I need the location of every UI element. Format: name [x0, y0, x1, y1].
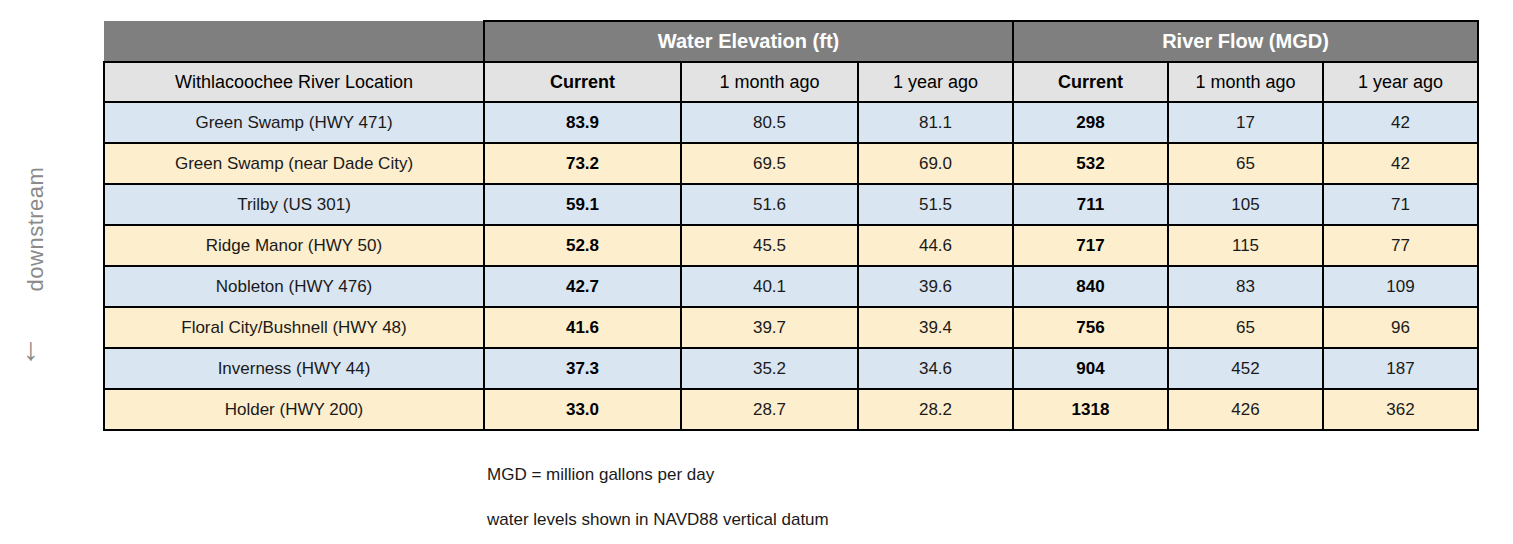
location-cell: Inverness (HWY 44): [104, 348, 484, 389]
value-cell: 298: [1013, 102, 1168, 143]
table-row: Inverness (HWY 44) 37.3 35.2 34.6 904 45…: [104, 348, 1478, 389]
value-cell: 109: [1323, 266, 1478, 307]
column-header-flow-current: Current: [1013, 62, 1168, 102]
column-header-elev-current: Current: [484, 62, 681, 102]
location-cell: Holder (HWY 200): [104, 389, 484, 430]
table-row: Floral City/Bushnell (HWY 48) 41.6 39.7 …: [104, 307, 1478, 348]
column-header-flow-1year: 1 year ago: [1323, 62, 1478, 102]
value-cell: 83: [1168, 266, 1323, 307]
value-cell: 840: [1013, 266, 1168, 307]
value-cell: 39.7: [681, 307, 858, 348]
value-cell: 532: [1013, 143, 1168, 184]
column-header-location: Withlacoochee River Location: [104, 62, 484, 102]
value-cell: 41.6: [484, 307, 681, 348]
value-cell: 42: [1323, 102, 1478, 143]
value-cell: 40.1: [681, 266, 858, 307]
value-cell: 1318: [1013, 389, 1168, 430]
value-cell: 45.5: [681, 225, 858, 266]
table-row: Green Swamp (HWY 471) 83.9 80.5 81.1 298…: [104, 102, 1478, 143]
value-cell: 39.6: [858, 266, 1013, 307]
table-row: Ridge Manor (HWY 50) 52.8 45.5 44.6 717 …: [104, 225, 1478, 266]
value-cell: 73.2: [484, 143, 681, 184]
column-header-elev-1year: 1 year ago: [858, 62, 1013, 102]
value-cell: 71: [1323, 184, 1478, 225]
value-cell: 115: [1168, 225, 1323, 266]
value-cell: 51.5: [858, 184, 1013, 225]
group-header-row: Water Elevation (ft) River Flow (MGD): [104, 21, 1478, 62]
value-cell: 44.6: [858, 225, 1013, 266]
value-cell: 426: [1168, 389, 1323, 430]
downstream-label-text: downstream: [23, 167, 49, 292]
value-cell: 59.1: [484, 184, 681, 225]
value-cell: 105: [1168, 184, 1323, 225]
value-cell: 28.7: [681, 389, 858, 430]
value-cell: 65: [1168, 307, 1323, 348]
value-cell: 34.6: [858, 348, 1013, 389]
page: downstream ↓ Water Elevation (ft) River …: [0, 0, 1513, 544]
value-cell: 96: [1323, 307, 1478, 348]
table-row: Green Swamp (near Dade City) 73.2 69.5 6…: [104, 143, 1478, 184]
footnote-navd88: water levels shown in NAVD88 vertical da…: [487, 510, 829, 530]
value-cell: 37.3: [484, 348, 681, 389]
value-cell: 83.9: [484, 102, 681, 143]
value-cell: 17: [1168, 102, 1323, 143]
footnotes: MGD = million gallons per day water leve…: [487, 465, 829, 544]
value-cell: 77: [1323, 225, 1478, 266]
value-cell: 69.0: [858, 143, 1013, 184]
value-cell: 52.8: [484, 225, 681, 266]
location-cell: Ridge Manor (HWY 50): [104, 225, 484, 266]
value-cell: 65: [1168, 143, 1323, 184]
group-header-river-flow: River Flow (MGD): [1013, 21, 1478, 62]
value-cell: 35.2: [681, 348, 858, 389]
column-header-row: Withlacoochee River Location Current 1 m…: [104, 62, 1478, 102]
group-header-water-elevation: Water Elevation (ft): [484, 21, 1013, 62]
location-cell: Green Swamp (near Dade City): [104, 143, 484, 184]
table-row: Trilby (US 301) 59.1 51.6 51.5 711 105 7…: [104, 184, 1478, 225]
value-cell: 711: [1013, 184, 1168, 225]
value-cell: 28.2: [858, 389, 1013, 430]
value-cell: 51.6: [681, 184, 858, 225]
value-cell: 756: [1013, 307, 1168, 348]
downstream-label: downstream: [12, 138, 60, 320]
location-cell: Green Swamp (HWY 471): [104, 102, 484, 143]
corner-spacer: [104, 21, 484, 62]
footnote-mgd: MGD = million gallons per day: [487, 465, 829, 485]
river-data-table: Water Elevation (ft) River Flow (MGD) Wi…: [103, 20, 1479, 431]
value-cell: 362: [1323, 389, 1478, 430]
value-cell: 33.0: [484, 389, 681, 430]
value-cell: 80.5: [681, 102, 858, 143]
location-cell: Trilby (US 301): [104, 184, 484, 225]
table-row: Nobleton (HWY 476) 42.7 40.1 39.6 840 83…: [104, 266, 1478, 307]
location-cell: Nobleton (HWY 476): [104, 266, 484, 307]
value-cell: 904: [1013, 348, 1168, 389]
value-cell: 452: [1168, 348, 1323, 389]
value-cell: 39.4: [858, 307, 1013, 348]
column-header-elev-1month: 1 month ago: [681, 62, 858, 102]
value-cell: 69.5: [681, 143, 858, 184]
value-cell: 187: [1323, 348, 1478, 389]
value-cell: 717: [1013, 225, 1168, 266]
location-cell: Floral City/Bushnell (HWY 48): [104, 307, 484, 348]
value-cell: 42.7: [484, 266, 681, 307]
value-cell: 81.1: [858, 102, 1013, 143]
table-row: Holder (HWY 200) 33.0 28.7 28.2 1318 426…: [104, 389, 1478, 430]
downstream-arrow-icon: ↓: [23, 333, 39, 365]
column-header-flow-1month: 1 month ago: [1168, 62, 1323, 102]
value-cell: 42: [1323, 143, 1478, 184]
